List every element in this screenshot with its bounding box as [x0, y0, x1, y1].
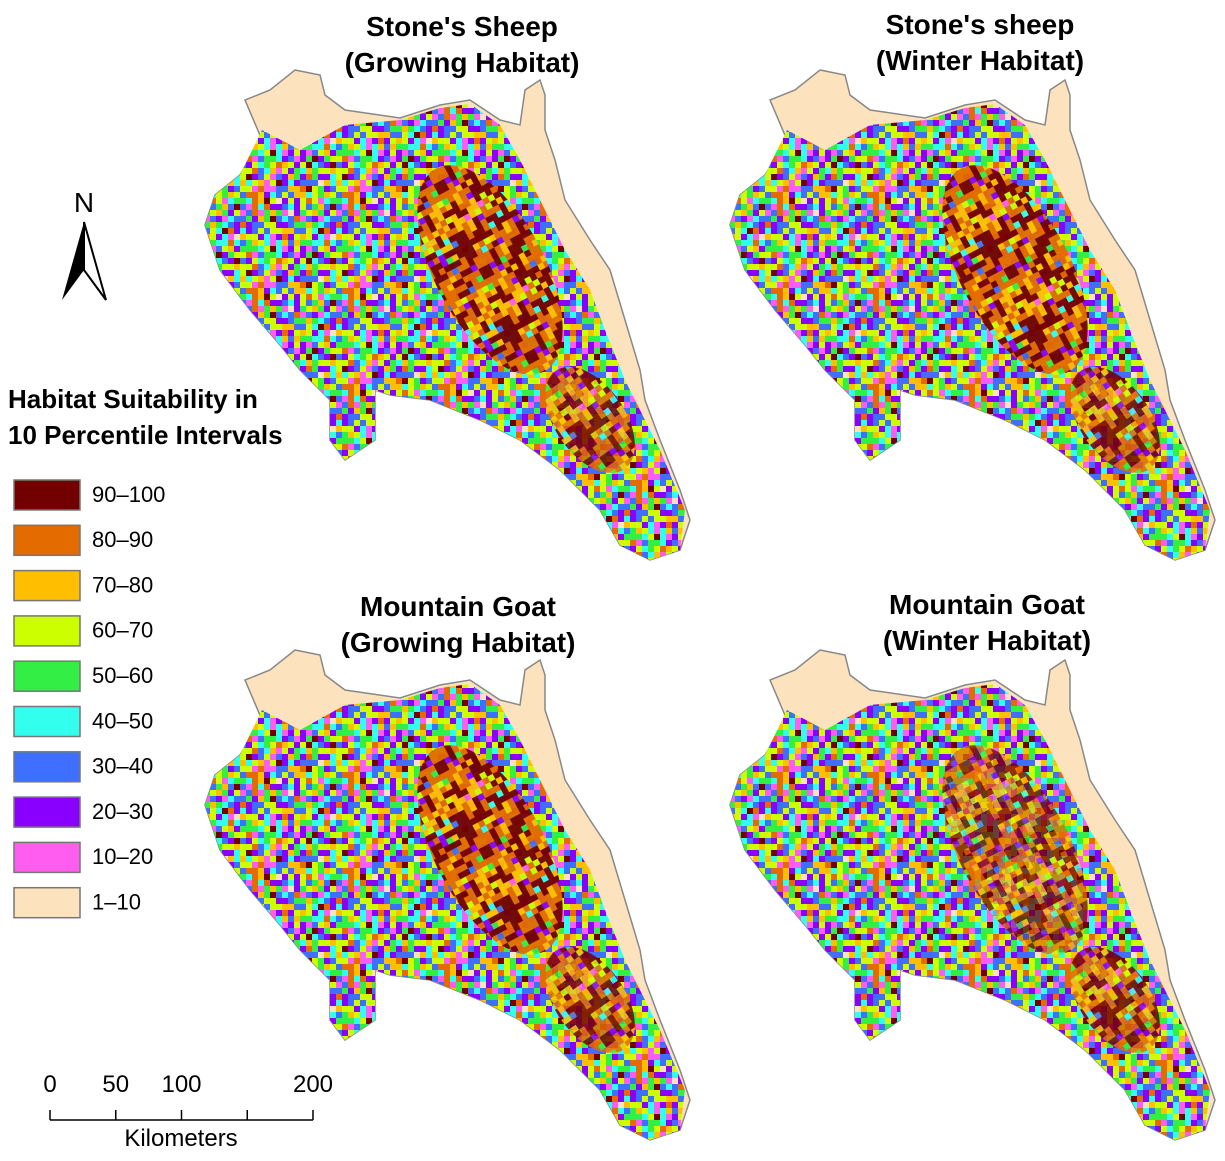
scale-tick-label: 200 — [293, 1071, 333, 1098]
legend-swatch — [14, 842, 80, 872]
scale-unit: Kilometers — [124, 1125, 237, 1152]
north-arrow: N — [62, 187, 106, 300]
legend-swatch — [14, 797, 80, 827]
maps: Stone's Sheep (Growing Habitat) Stone's sh… — [190, 9, 1225, 1156]
map-subtitle: (Growing Habitat) — [345, 47, 580, 78]
legend-label: 30–40 — [92, 754, 153, 779]
scale-bar: Kilometers 0 50 100 200 — [43, 1071, 333, 1152]
suitability-raster — [190, 90, 710, 580]
legend-title: Habitat Suitability in — [8, 384, 258, 414]
north-arrow-left — [62, 222, 84, 300]
legend-swatch — [14, 480, 80, 510]
map-panel — [715, 650, 1225, 1156]
page: {"maps": [ {"title_lines": ["Stone's She… — [0, 0, 1225, 1156]
raster-texture — [190, 670, 710, 1156]
map-title: Mountain Goat — [360, 591, 556, 622]
legend-swatch — [14, 571, 80, 601]
legend-label: 40–50 — [92, 708, 153, 733]
map-subtitle: (Growing Habitat) — [341, 627, 576, 658]
legend-label: 1–10 — [92, 890, 141, 915]
map-panel — [190, 650, 710, 1156]
legend-swatch — [14, 616, 80, 646]
legend-label: 10–20 — [92, 844, 153, 869]
map-title: Stone's Sheep — [366, 11, 558, 42]
legend-label: 70–80 — [92, 572, 153, 597]
north-label: N — [74, 187, 94, 218]
scale-tick-label: 0 — [43, 1071, 56, 1098]
legend-swatch — [14, 888, 80, 918]
legend-swatch — [14, 525, 80, 555]
legend-label: 80–90 — [92, 527, 153, 552]
figure: Stone's Sheep (Growing Habitat) Stone's sh… — [0, 0, 1225, 1156]
scale-tick-label: 100 — [161, 1071, 201, 1098]
map-subtitle: (Winter Habitat) — [883, 625, 1091, 656]
north-arrow-right — [84, 222, 106, 300]
legend-label: 90–100 — [92, 482, 165, 507]
map-title: Mountain Goat — [889, 589, 1085, 620]
legend-swatch — [14, 707, 80, 737]
map-title: Stone's sheep — [886, 9, 1075, 40]
legend-title: 10 Percentile Intervals — [8, 420, 283, 450]
map-subtitle: (Winter Habitat) — [876, 45, 1084, 76]
raster-texture — [190, 90, 710, 580]
legend-swatch — [14, 752, 80, 782]
map-panel — [715, 70, 1225, 580]
legend-swatch — [14, 661, 80, 691]
scale-tick-label: 50 — [102, 1071, 129, 1098]
legend-label: 20–30 — [92, 799, 153, 824]
legend-label: 50–60 — [92, 663, 153, 688]
legend-label: 60–70 — [92, 618, 153, 643]
suitability-raster — [190, 670, 710, 1156]
map-panel — [190, 70, 710, 580]
